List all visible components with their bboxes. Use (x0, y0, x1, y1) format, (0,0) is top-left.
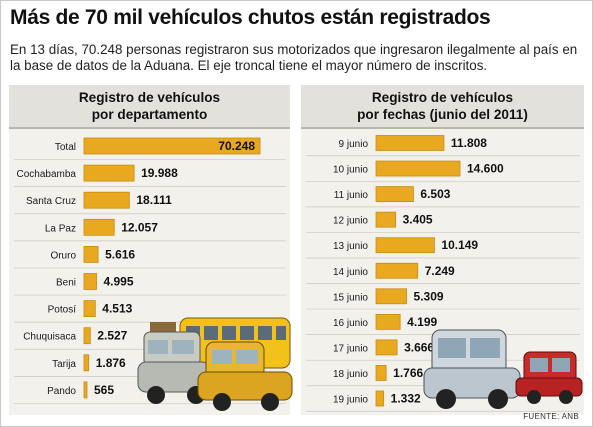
chart-title-line-1: Registro de vehículos (371, 90, 514, 105)
bar (83, 218, 115, 236)
data-label: 12.057 (121, 220, 158, 234)
data-label: 70.248 (218, 139, 255, 153)
category-label: Santa Cruz (26, 196, 76, 207)
chart-title-line-2: por fechas (junio del 2011) (357, 107, 528, 122)
bar (375, 160, 461, 177)
bar (83, 137, 261, 155)
bar (375, 390, 385, 407)
bar (375, 365, 387, 381)
data-label: 565 (94, 383, 114, 397)
bar (375, 186, 414, 203)
data-label: 3.405 (403, 213, 433, 227)
category-label: Potosí (48, 305, 77, 316)
bar (83, 327, 91, 345)
bar (83, 354, 90, 372)
category-label: La Paz (45, 223, 76, 234)
data-label: 19.988 (141, 166, 178, 180)
data-label: 4.995 (104, 275, 134, 289)
bar (83, 381, 88, 399)
bar (375, 262, 419, 279)
bar (83, 273, 97, 290)
data-label: 7.249 (425, 264, 455, 278)
category-label: 9 junio (339, 139, 369, 150)
bar (375, 237, 435, 254)
category-label: Beni (56, 278, 76, 289)
data-label: 1.876 (96, 356, 126, 370)
data-label: 11.808 (451, 136, 487, 150)
data-label: 5.309 (414, 289, 444, 303)
page-title: Más de 70 mil vehículos chutos están reg… (10, 6, 491, 29)
panel-header-fechas: Registro de vehículos por fechas (junio … (301, 85, 584, 129)
page-subtitle: En 13 días, 70.248 personas registraron … (10, 42, 578, 73)
bar (375, 313, 401, 330)
bar (375, 288, 407, 305)
bar (83, 245, 99, 263)
category-label: Oruro (50, 250, 76, 261)
cars-and-bus-illustration (137, 317, 293, 411)
data-label: 14.600 (467, 162, 504, 176)
category-label: 18 junio (333, 369, 368, 380)
data-label: 4.199 (407, 315, 437, 329)
bar (375, 135, 445, 151)
category-label: 15 junio (333, 292, 368, 303)
bar (375, 211, 396, 228)
category-label: Total (55, 142, 76, 153)
chart-title-line-2: por departamento (91, 107, 208, 122)
data-label: 10.149 (441, 238, 478, 252)
category-label: 17 junio (333, 343, 368, 354)
chart-title-fechas: Registro de vehículos por fechas (junio … (301, 89, 584, 123)
bar (375, 339, 398, 356)
bar (83, 191, 130, 209)
chart-title-line-1: Registro de vehículos (78, 90, 221, 105)
source-note: FUENTE: ANB (523, 412, 579, 421)
bar (83, 164, 135, 182)
category-label: 16 junio (333, 318, 368, 329)
data-label: 5.616 (105, 247, 135, 261)
category-label: 13 junio (333, 241, 368, 252)
category-label: Pando (47, 386, 76, 397)
category-label: 10 junio (333, 165, 368, 176)
category-label: 14 junio (333, 267, 368, 278)
data-label: 3.666 (404, 340, 434, 354)
panel-header-departamento: Registro de vehículos por departamento (9, 85, 290, 129)
category-label: 12 junio (333, 216, 368, 227)
bar (83, 300, 96, 318)
cars-illustration (423, 329, 583, 409)
category-label: 11 junio (334, 190, 369, 201)
category-label: Cochabamba (17, 169, 77, 180)
chart-title-departamento: Registro de vehículos por departamento (9, 89, 290, 123)
category-label: 19 junio (333, 395, 368, 406)
category-label: Chuquisaca (23, 332, 76, 343)
data-label: 6.503 (420, 187, 450, 201)
data-label: 1.766 (393, 366, 423, 380)
data-label: 2.527 (97, 329, 127, 343)
data-label: 4.513 (102, 302, 132, 316)
category-label: Tarija (52, 359, 76, 370)
data-label: 1.332 (391, 392, 421, 406)
data-label: 18.111 (136, 193, 172, 207)
